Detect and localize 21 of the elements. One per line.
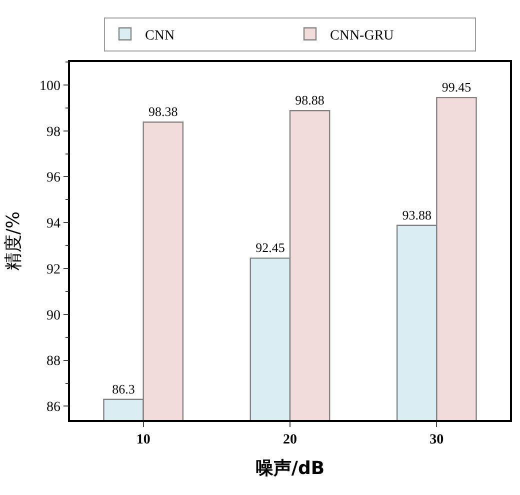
data-label: 98.88: [295, 92, 324, 108]
data-label: 92.45: [256, 240, 285, 256]
data-label: 99.45: [442, 80, 472, 95]
x-tick-label: 10: [136, 432, 150, 448]
x-tick-label: 30: [430, 432, 444, 448]
y-tick-label: 88: [46, 354, 60, 370]
x-tick-label: 20: [283, 432, 297, 448]
data-label: 86.3: [112, 381, 135, 396]
x-axis-title: 噪声/dB: [255, 458, 325, 480]
data-label: 93.88: [402, 207, 432, 222]
legend-label: CNN: [145, 28, 175, 44]
y-tick-label: 86: [46, 400, 60, 416]
legend-label: CNN-GRU: [330, 28, 394, 44]
y-tick-label: 92: [46, 262, 60, 278]
y-tick-label: 100: [39, 78, 60, 94]
y-tick-label: 94: [46, 216, 60, 232]
y-axis-title: 精度/%: [3, 211, 24, 271]
y-tick-label: 90: [46, 308, 60, 324]
data-label: 98.38: [148, 104, 178, 120]
y-tick-label: 98: [46, 124, 60, 140]
y-tick-label: 96: [46, 170, 60, 186]
